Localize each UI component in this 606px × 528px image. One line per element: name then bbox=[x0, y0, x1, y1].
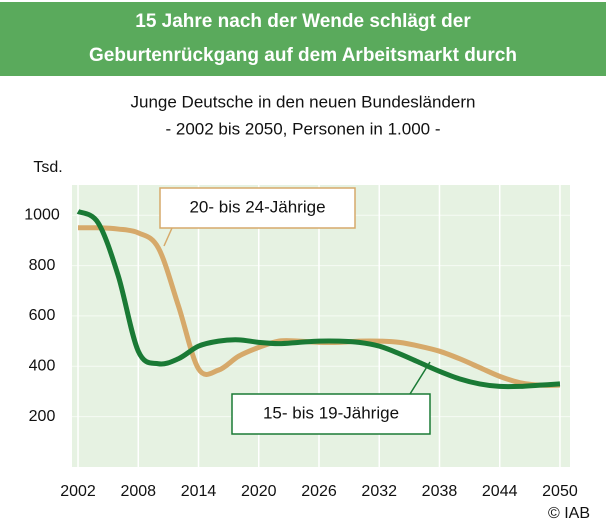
y-tick-label: 800 bbox=[29, 257, 56, 274]
chart-title: 15 Jahre nach der Wende schlägt der bbox=[135, 11, 471, 32]
chart-subtitle: - 2002 bis 2050, Personen in 1.000 - bbox=[165, 119, 440, 138]
legend-box bbox=[159, 187, 356, 229]
legend-label: 15- bis 19-Jährige bbox=[263, 403, 399, 422]
x-tick-label: 2020 bbox=[241, 483, 277, 500]
legend-leader bbox=[163, 227, 173, 247]
series-line bbox=[76, 209, 561, 390]
chart-subtitle: Junge Deutsche in den neuen Bundesländer… bbox=[131, 92, 476, 111]
x-tick-label: 2038 bbox=[422, 483, 458, 500]
legend-leader bbox=[409, 361, 431, 395]
x-tick-label: 2008 bbox=[120, 483, 156, 500]
y-tick-label: 1000 bbox=[24, 206, 60, 223]
y-tick-label: 400 bbox=[29, 358, 56, 375]
x-tick-label: 2050 bbox=[542, 483, 578, 500]
chart-title: Geburtenrückgang auf dem Arbeitsmarkt du… bbox=[89, 45, 517, 66]
legend-label: 20- bis 24-Jährige bbox=[189, 197, 325, 216]
y-tick-label: 600 bbox=[29, 307, 56, 324]
x-tick-label: 2044 bbox=[482, 483, 518, 500]
y-axis-label: Tsd. bbox=[33, 159, 62, 176]
x-tick-label: 2002 bbox=[60, 483, 96, 500]
y-tick-label: 200 bbox=[29, 408, 56, 425]
source: © IAB bbox=[548, 505, 590, 522]
x-tick-label: 2032 bbox=[361, 483, 397, 500]
title-banner bbox=[0, 2, 606, 76]
x-tick-label: 2026 bbox=[301, 483, 337, 500]
legend-box bbox=[231, 393, 431, 435]
x-tick-label: 2014 bbox=[181, 483, 217, 500]
